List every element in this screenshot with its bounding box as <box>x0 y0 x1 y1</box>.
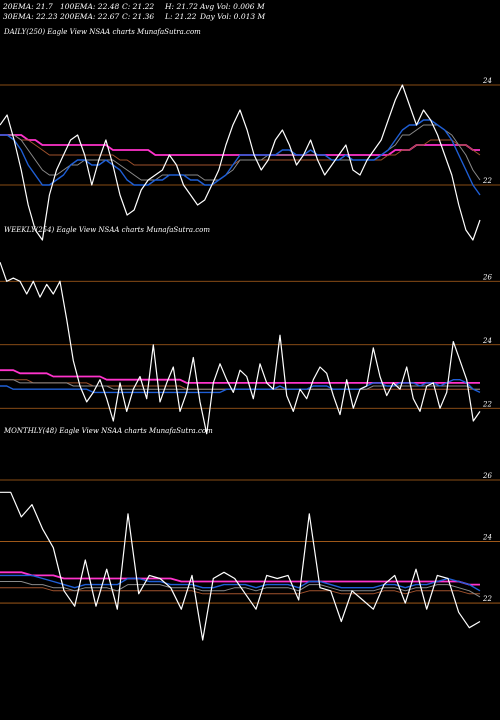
monthly-tick-label: 22 <box>482 595 492 603</box>
header-200ema: 200EMA: 22.67 <box>60 12 120 21</box>
header-low: L: 21.22 <box>165 12 197 21</box>
daily-ema30-line <box>0 124 481 181</box>
header-30ema: 30EMA: 22.23 <box>3 12 58 21</box>
weekly-panel-label: WEEKLY(254) Eagle View NSAA charts Munaf… <box>4 226 211 234</box>
weekly-tick-label: 22 <box>482 400 492 408</box>
daily-tick-label: 24 <box>482 77 492 85</box>
monthly-ema200-line <box>0 571 480 586</box>
monthly-tick-label: 26 <box>482 472 492 480</box>
daily-ema200-line <box>0 134 480 156</box>
weekly-tick-label: 26 <box>482 273 492 281</box>
header-high: H: 21.72 <box>165 2 198 11</box>
daily-price-line <box>0 84 481 241</box>
monthly-ema20-line <box>0 574 481 592</box>
daily-ema20-line <box>0 119 481 196</box>
weekly-ema100-line <box>0 379 480 390</box>
weekly-ema20-line <box>0 379 481 394</box>
header-close-2: C: 21.36 <box>122 12 155 21</box>
weekly-price-line <box>0 262 481 435</box>
header-20ema: 20EMA: 21.7 <box>3 2 53 11</box>
daily-panel-label: DAILY(250) Eagle View NSAA charts Munafa… <box>4 28 201 36</box>
weekly-ema30-line <box>0 379 480 390</box>
monthly-tick-label: 24 <box>482 534 492 542</box>
header-day-vol: Day Vol: 0.013 M <box>200 12 266 21</box>
monthly-panel-label: MONTHLY(48) Eagle View NSAA charts Munaf… <box>4 427 213 435</box>
header-avg-vol: Avg Vol: 0.006 M <box>200 2 265 11</box>
monthly-price-line <box>0 491 481 641</box>
daily-tick-label: 22 <box>482 177 492 185</box>
header-100ema: 100EMA: 22.48 <box>60 2 120 11</box>
monthly-ema100-line <box>0 587 480 595</box>
header-close: C: 21.22 <box>122 2 155 11</box>
weekly-tick-label: 24 <box>482 337 492 345</box>
